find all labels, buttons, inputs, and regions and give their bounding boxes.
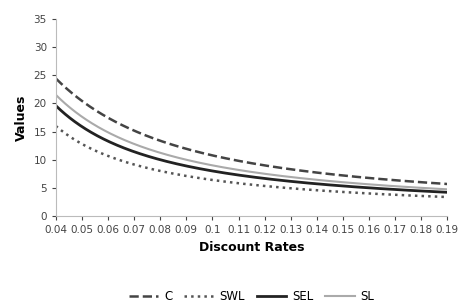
SEL bbox=[286, 179, 292, 183]
C bbox=[445, 182, 450, 186]
SWL bbox=[374, 192, 380, 196]
SL bbox=[374, 183, 380, 187]
X-axis label: Discount Rates: Discount Rates bbox=[199, 241, 304, 254]
SWL bbox=[265, 184, 271, 188]
C bbox=[286, 167, 292, 171]
SWL bbox=[53, 124, 59, 128]
Legend: C, SWL, SEL, SL: C, SWL, SEL, SL bbox=[124, 285, 379, 300]
SL bbox=[445, 188, 450, 191]
SEL bbox=[435, 190, 441, 194]
SEL bbox=[445, 190, 450, 194]
SL bbox=[241, 169, 247, 172]
SEL bbox=[265, 177, 271, 181]
SWL bbox=[241, 182, 247, 186]
C bbox=[374, 177, 380, 181]
SEL bbox=[239, 174, 245, 177]
SEL bbox=[241, 174, 247, 178]
SWL bbox=[239, 182, 245, 185]
Line: SWL: SWL bbox=[56, 126, 447, 197]
SWL bbox=[445, 195, 450, 199]
SEL bbox=[53, 104, 59, 107]
C bbox=[265, 164, 271, 168]
SEL bbox=[374, 187, 380, 190]
SL bbox=[53, 93, 59, 97]
SL bbox=[286, 175, 292, 178]
Y-axis label: Values: Values bbox=[15, 94, 28, 141]
Line: SL: SL bbox=[56, 95, 447, 189]
C bbox=[435, 182, 441, 185]
Line: SEL: SEL bbox=[56, 106, 447, 192]
SL bbox=[435, 187, 441, 190]
C bbox=[239, 160, 245, 163]
SWL bbox=[435, 195, 441, 199]
C bbox=[53, 77, 59, 80]
SWL bbox=[286, 186, 292, 190]
SL bbox=[239, 169, 245, 172]
Line: C: C bbox=[56, 79, 447, 184]
SL bbox=[265, 172, 271, 176]
C bbox=[241, 160, 247, 164]
